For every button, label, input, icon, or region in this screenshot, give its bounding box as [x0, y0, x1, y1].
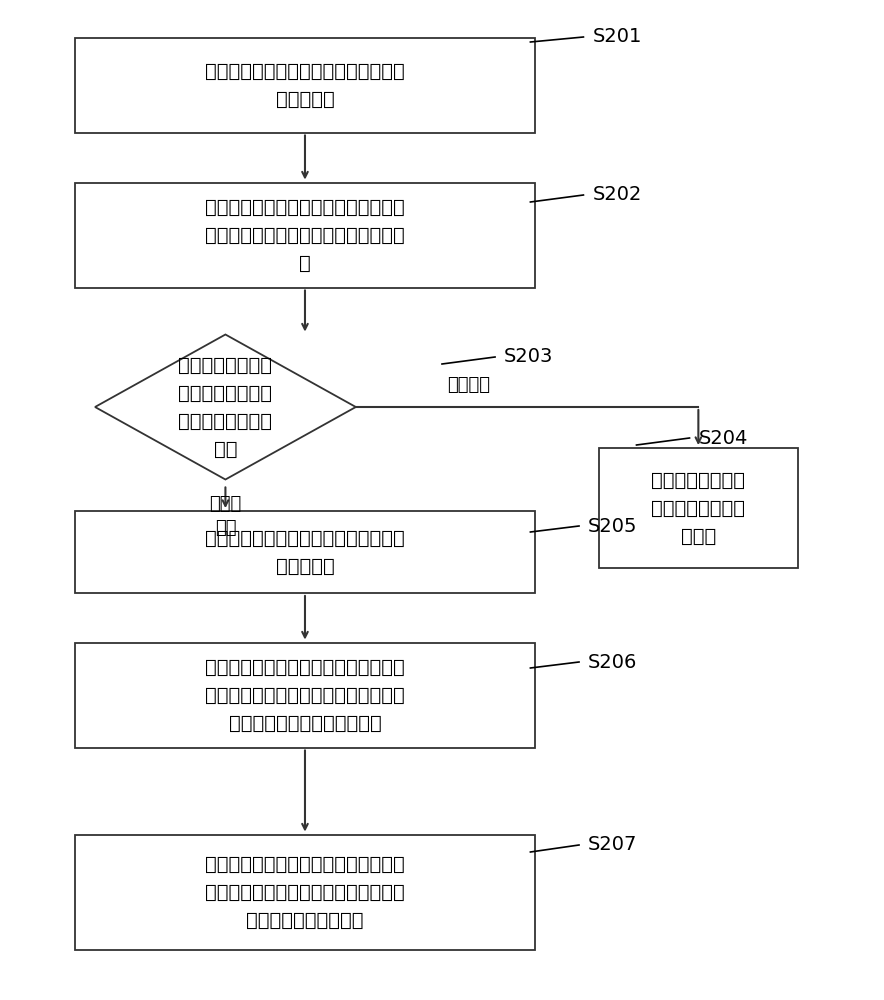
Polygon shape: [95, 334, 355, 480]
Text: 根据未匹配到的档案标识信息，查找未
匹配到的档案，并确认未匹配到的档案
是否全部放入档案存放设备中: 根据未匹配到的档案标识信息，查找未 匹配到的档案，并确认未匹配到的档案 是否全部…: [205, 658, 405, 732]
Text: 扫描档案存放设备的条码，得到第一档
案标识信息: 扫描档案存放设备的条码，得到第一档 案标识信息: [205, 62, 405, 108]
Text: 将获取到的第二档
案标识信息与第一
档案标识信息进行
匹配: 将获取到的第二档 案标识信息与第一 档案标识信息进行 匹配: [179, 356, 272, 458]
FancyBboxPatch shape: [75, 643, 535, 748]
Text: S202: S202: [592, 186, 642, 205]
Text: 不完全
匹配: 不完全 匹配: [210, 495, 241, 537]
Text: S205: S205: [588, 516, 637, 536]
Text: 获取第一档案标识信息中未匹配到的档
案标识信息: 获取第一档案标识信息中未匹配到的档 案标识信息: [205, 528, 405, 576]
Text: 当确认到未匹配到的档案全部放入档案
存放设备中时，则确认档案盘点工作完
成，生成盘点结果信息: 当确认到未匹配到的档案全部放入档案 存放设备中时，则确认档案盘点工作完 成，生成…: [205, 854, 405, 930]
Text: 完全匹配: 完全匹配: [447, 376, 490, 394]
Text: 确认档案盘点工作
完成，生成盘点结
果信息: 确认档案盘点工作 完成，生成盘点结 果信息: [652, 471, 745, 546]
FancyBboxPatch shape: [599, 448, 797, 568]
FancyBboxPatch shape: [75, 834, 535, 950]
Text: 扫描存放在档案存放设备的存放空间的
各档案的射频码，获取第二档案标识信
息: 扫描存放在档案存放设备的存放空间的 各档案的射频码，获取第二档案标识信 息: [205, 198, 405, 272]
FancyBboxPatch shape: [75, 511, 535, 593]
FancyBboxPatch shape: [75, 182, 535, 288]
FancyBboxPatch shape: [75, 37, 535, 132]
Text: S204: S204: [698, 428, 748, 448]
Text: S201: S201: [592, 27, 642, 46]
Text: S203: S203: [504, 348, 553, 366]
Text: S206: S206: [588, 652, 637, 672]
Text: S207: S207: [588, 836, 637, 854]
